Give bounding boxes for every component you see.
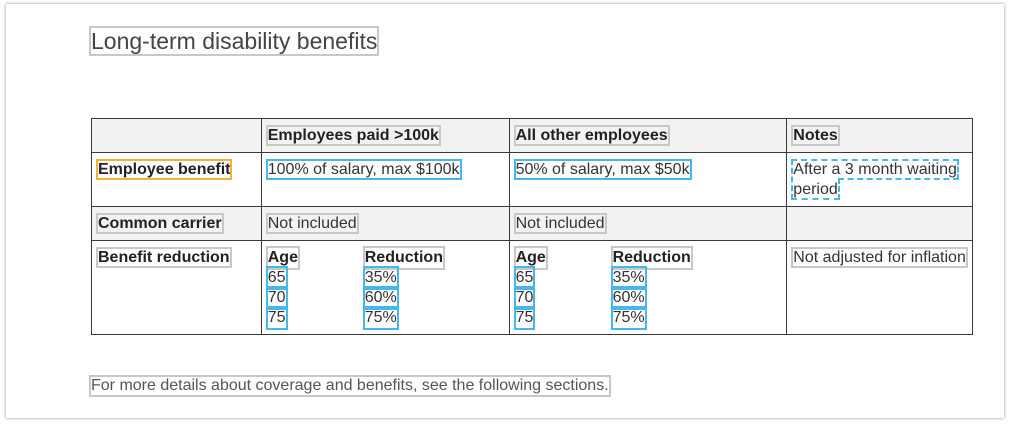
header-cell-empty bbox=[91, 118, 262, 153]
age-value: 65 bbox=[265, 266, 288, 290]
benefit-notes: After a 3 month waiting period bbox=[791, 159, 959, 200]
benefit-value-high: 100% of salary, max $100k bbox=[265, 159, 462, 180]
row-label-employee-benefit: Employee benefit bbox=[95, 159, 233, 180]
row-label-cell: Common carrier bbox=[91, 206, 262, 241]
reduction-value: 35% bbox=[610, 266, 647, 290]
benefits-table: Employees paid >100k All other employees… bbox=[91, 118, 973, 335]
table-header-row: Employees paid >100k All other employees… bbox=[91, 118, 973, 153]
cell-other-reduction: Age Reduction 65 35% 70 60% 75 75% bbox=[508, 240, 788, 335]
reduction-header: Reduction bbox=[610, 246, 693, 270]
cell-other-carrier: Not included bbox=[508, 206, 788, 241]
cell-benefit-notes: After a 3 month waiting period bbox=[786, 152, 973, 207]
age-header: Age bbox=[265, 246, 300, 270]
reduction-value: 35% bbox=[362, 266, 399, 290]
cell-reduction-notes: Not adjusted for inflation bbox=[786, 240, 973, 335]
reduction-entry: 75 75% bbox=[265, 306, 503, 330]
row-label-cell: Benefit reduction bbox=[91, 240, 262, 335]
reduction-value: 75% bbox=[362, 306, 399, 330]
header-label-high-earners: Employees paid >100k bbox=[265, 125, 441, 146]
reduction-subheader: Age Reduction bbox=[513, 246, 781, 270]
reduction-entry: 75 75% bbox=[513, 306, 781, 330]
age-value: 70 bbox=[513, 286, 536, 310]
table-row-employee-benefit: Employee benefit 100% of salary, max $10… bbox=[91, 152, 973, 207]
reduction-entry: 70 60% bbox=[265, 286, 503, 310]
row-label-benefit-reduction: Benefit reduction bbox=[96, 247, 232, 268]
cell-high-reduction: Age Reduction 65 35% 70 60% 75 75% bbox=[260, 240, 510, 335]
reduction-value: 60% bbox=[610, 286, 647, 310]
age-value: 70 bbox=[265, 286, 288, 310]
reduction-entry: 65 35% bbox=[513, 266, 781, 290]
reduction-entry: 70 60% bbox=[513, 286, 781, 310]
header-label-other-employees: All other employees bbox=[513, 125, 670, 146]
footnote: For more details about coverage and bene… bbox=[89, 375, 611, 397]
header-cell-notes: Notes bbox=[786, 118, 973, 153]
cell-other-benefit: 50% of salary, max $50k bbox=[508, 152, 788, 207]
benefit-value-other: 50% of salary, max $50k bbox=[513, 159, 692, 180]
table-row-benefit-reduction: Benefit reduction Age Reduction 65 35% 7… bbox=[91, 240, 973, 335]
document-page: Long-term disability benefits Employees … bbox=[6, 4, 1004, 418]
reduction-header: Reduction bbox=[362, 246, 445, 270]
reduction-subheader: Age Reduction bbox=[265, 246, 503, 270]
page-title: Long-term disability benefits bbox=[88, 26, 380, 56]
cell-high-benefit: 100% of salary, max $100k bbox=[260, 152, 510, 207]
age-header: Age bbox=[513, 246, 548, 270]
carrier-value-other: Not included bbox=[513, 213, 607, 234]
reduction-entry: 65 35% bbox=[265, 266, 503, 290]
header-label-notes: Notes bbox=[791, 125, 840, 146]
reduction-notes: Not adjusted for inflation bbox=[791, 247, 968, 268]
age-value: 65 bbox=[513, 266, 536, 290]
reduction-value: 60% bbox=[362, 286, 399, 310]
reduction-value: 75% bbox=[610, 306, 647, 330]
row-label-cell: Employee benefit bbox=[91, 152, 262, 207]
cell-high-carrier: Not included bbox=[260, 206, 510, 241]
cell-carrier-notes bbox=[786, 206, 973, 241]
row-label-common-carrier: Common carrier bbox=[96, 213, 224, 234]
age-value: 75 bbox=[265, 306, 288, 330]
carrier-value-high: Not included bbox=[265, 213, 359, 234]
header-cell-other-employees: All other employees bbox=[508, 118, 788, 153]
header-cell-high-earners: Employees paid >100k bbox=[260, 118, 510, 153]
age-value: 75 bbox=[513, 306, 536, 330]
table-row-common-carrier: Common carrier Not included Not included bbox=[91, 206, 973, 241]
